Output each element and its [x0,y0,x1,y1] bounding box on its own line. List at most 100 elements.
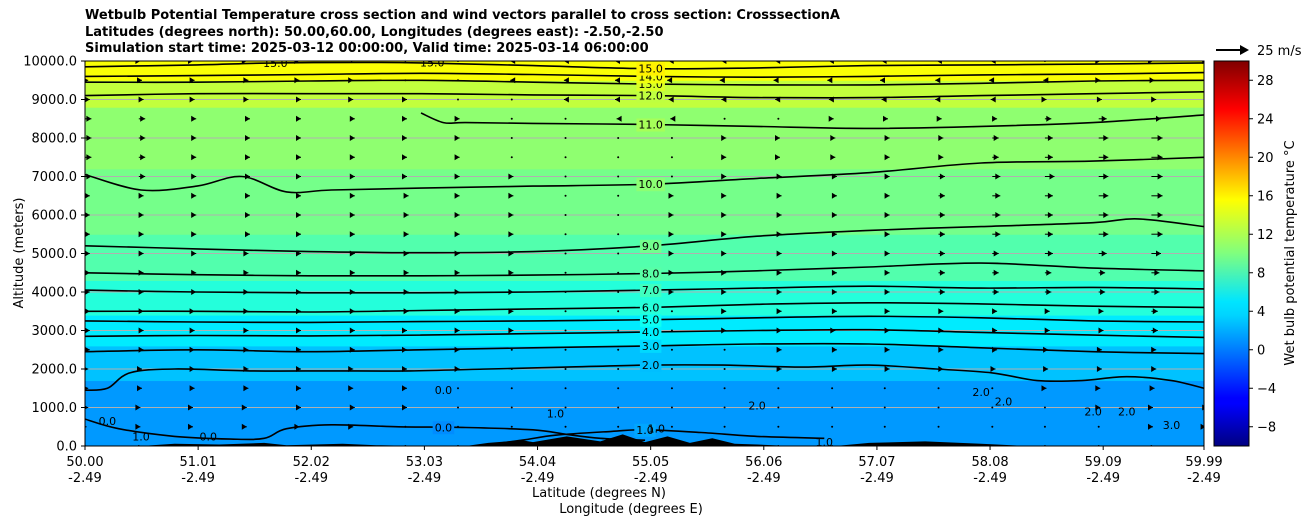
wind-vector-head [85,346,90,353]
colorbar-tick-label: 4 [1257,305,1265,320]
wind-vector-head [296,289,301,295]
contour-label-bg-3.0 [639,339,662,353]
wind-vector-head [721,231,727,238]
wind-vector-head [140,154,146,161]
wind-vector [617,368,620,370]
wind-vector-head [831,269,837,276]
wind-vector-head [402,366,407,372]
wind-vector-head [137,385,142,392]
contour-label-extra-3: 1.0 [547,407,565,420]
wind-vector-head [1098,308,1104,315]
colorbar-ticks: −8 −4 0 4 8 12 16 20 24 28 [1249,74,1276,435]
contour-label-extra-9: 2.0 [1118,405,1136,418]
wind-vector-head [990,61,996,64]
wind-vector [510,368,513,370]
wind-vector-head [1151,366,1157,372]
wind-vector-head [1157,154,1163,161]
colorbar-tick-label: 20 [1257,151,1274,166]
wind-vector-head [1096,346,1102,353]
wind-vector-head [296,269,301,276]
wind-vector-head [995,212,1001,218]
wind-vector [617,406,620,409]
contour-label-4.0: 4.0 [642,326,660,339]
wind-vector-head [884,269,890,276]
y-tick-label: 3000.0 [32,324,78,339]
y-tick-label: 1000.0 [32,401,78,416]
contour-label-7.0: 7.0 [642,284,660,297]
wind-vector-head [990,366,996,372]
wind-vector-head [296,154,301,161]
x-tick-label-lon: -2.49 [521,471,555,486]
wind-vector-head [668,289,674,295]
wind-vector-head [454,154,460,161]
wind-vector-head [296,192,301,199]
wind-vector-head [189,346,195,353]
wind-vector [670,137,673,139]
wind-vector [457,98,459,101]
wind-vector-head [402,404,407,411]
wind-vector-head [138,231,144,238]
wind-vector-head [86,154,92,161]
wind-vector-head [349,154,355,161]
wind-vector-head [191,289,197,295]
wind-vector [564,368,567,370]
wind-vector-head [241,404,247,411]
contour-label-1.0: 1.0 [636,424,654,437]
wind-vector-head [828,61,834,64]
wind-vector-head [993,135,999,141]
wind-vector-head [935,77,941,84]
wind-vector-head [349,173,355,180]
wind-vector-head [403,269,409,276]
wind-vector-head [296,173,301,180]
wind-vector-head [776,212,782,218]
wind-vector-head [1103,154,1109,161]
wind-vector [510,425,513,428]
wind-vector-head [135,61,141,64]
wind-vector-head [1103,173,1109,180]
wind-vector-head [1046,269,1052,276]
wind-vector-head [243,269,249,276]
wind-vector [617,156,620,159]
wind-vector [617,214,620,216]
wind-vector-head [349,115,355,122]
wind-vector-head [938,308,944,315]
wind-vector-head [935,96,941,103]
wind-vector-head [776,308,782,315]
wind-vector-head [993,250,999,257]
wind-vector-head [992,308,998,315]
wind-vector-head [510,77,516,84]
x-tick-label-lon: -2.49 [181,471,215,486]
wind-vector-head [721,308,727,315]
wind-vector-head [86,115,92,122]
wind-vector-head [403,212,409,218]
wind-vector-head [349,250,355,257]
wind-vector-head [296,308,301,315]
wind-vector [617,175,620,178]
wind-vector-head [189,308,195,315]
chart-title-line-3: Simulation start time: 2025-03-12 00:00:… [85,41,649,56]
wind-vector-head [243,327,249,334]
contour-label-extra-0: 15.0 [263,57,288,70]
wind-vector-head [1047,192,1053,199]
wind-vector-head [188,404,193,411]
contour-label-extra-12: 1.0 [132,430,150,443]
colorbar-tick-label: −8 [1257,420,1276,435]
contour-label-2.0: 2.0 [642,359,660,372]
wind-vector-head [1203,385,1204,392]
wind-vector-head [138,346,144,353]
wind-vector-head [776,192,782,199]
wind-vector [564,175,567,178]
wind-vector-head [884,135,890,141]
wind-vector-head [510,61,516,64]
wind-vector-head [1157,212,1163,218]
wind-vector-head [776,231,782,238]
wind-vector-head [243,289,249,295]
contour-label-bg-6.0 [639,301,662,315]
wind-vector-head [939,231,945,238]
wind-vector-head [993,154,999,161]
wind-vector [617,387,620,390]
wind-vector [564,233,567,236]
wind-vector-head [1103,212,1109,218]
wind-vector-head [827,77,833,84]
wind-vector [723,117,726,120]
